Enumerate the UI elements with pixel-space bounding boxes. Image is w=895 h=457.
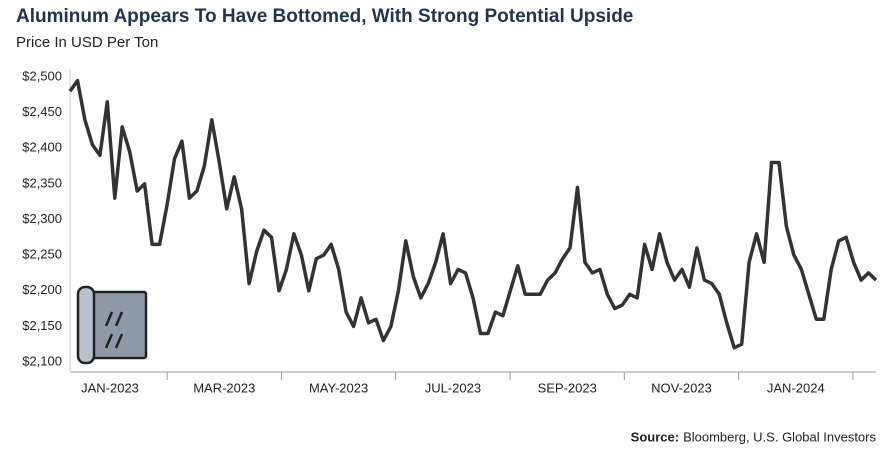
y-tick-label: $2,350	[22, 175, 62, 190]
x-tick-label: JAN-2024	[767, 380, 825, 395]
y-tick-label: $2,200	[22, 282, 62, 297]
x-tick-label: MAY-2023	[309, 380, 368, 395]
chart-title: Aluminum Appears To Have Bottomed, With …	[16, 6, 633, 27]
chart-subtitle: Price In USD Per Ton	[16, 34, 158, 51]
y-tick-label: $2,400	[22, 140, 62, 155]
source-label: Source:	[631, 429, 679, 444]
x-tick-label: NOV-2023	[651, 380, 712, 395]
x-tick-label: JAN-2023	[81, 380, 139, 395]
x-tick-label: JUL-2023	[425, 380, 481, 395]
source: Bloomberg, U.S. Global Investors	[683, 429, 876, 444]
y-tick-label: $2,450	[22, 104, 62, 119]
x-tick-label: MAR-2023	[193, 380, 255, 395]
price-line	[68, 78, 878, 350]
y-tick-label: $2,100	[22, 353, 62, 368]
y-tick-label: $2,250	[22, 247, 62, 262]
y-tick-label: $2,150	[22, 318, 62, 333]
y-tick-label: $2,500	[22, 68, 62, 83]
aluminum-roll-icon	[76, 285, 148, 365]
x-tick-label: SEP-2023	[538, 380, 597, 395]
y-tick-label: $2,300	[22, 211, 62, 226]
